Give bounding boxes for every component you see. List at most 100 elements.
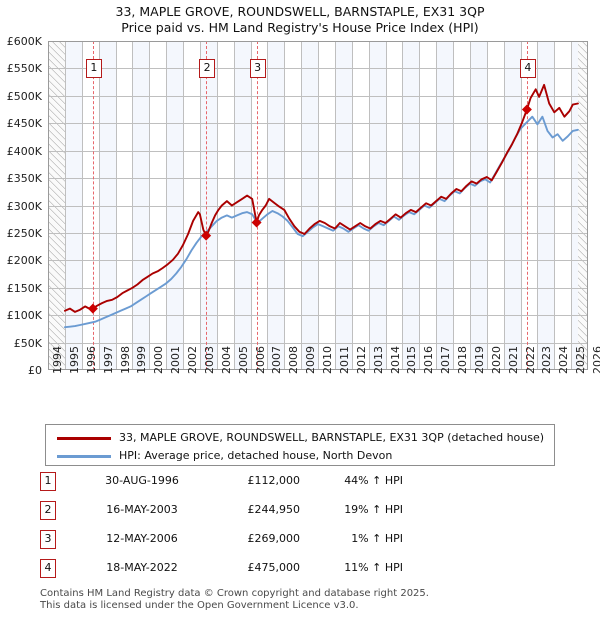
- gridline-vertical: [487, 41, 488, 370]
- legend-swatch: [57, 437, 111, 440]
- transaction-price: £244,950: [247, 503, 301, 516]
- x-axis-tick-label: 2024: [557, 346, 571, 374]
- gridline-horizontal: [48, 288, 588, 289]
- gridline-vertical: [251, 41, 252, 370]
- transaction-date: 16-MAY-2003: [106, 503, 178, 516]
- transaction-number-box[interactable]: 4: [40, 559, 56, 578]
- transaction-number-box[interactable]: 1: [40, 472, 56, 491]
- gridline-vertical: [149, 41, 150, 370]
- legend-item: HPI: Average price, detached house, Nort…: [46, 446, 554, 466]
- x-axis-tick-label: 2010: [321, 346, 334, 374]
- data-point-marker-4[interactable]: [521, 104, 532, 115]
- gridline-vertical: [453, 41, 454, 370]
- x-axis-tick-label: 2014: [388, 346, 402, 374]
- x-axis-tick-label: 2004: [219, 346, 233, 374]
- x-axis-tick-label: 2017: [439, 346, 453, 374]
- gridline-vertical: [402, 41, 403, 370]
- gridline-horizontal: [48, 123, 588, 124]
- gridline-horizontal: [48, 260, 588, 261]
- event-line-1: [92, 41, 94, 370]
- gridline-vertical: [234, 41, 235, 370]
- event-box-4[interactable]: 4: [519, 59, 536, 78]
- transaction-date: 30-AUG-1996: [105, 474, 179, 487]
- event-box-1[interactable]: 1: [85, 59, 102, 78]
- y-axis-tick-label: £550K: [6, 62, 42, 76]
- x-axis-tick-label: 2011: [337, 346, 351, 374]
- x-axis-tick-label: 2026: [591, 346, 600, 374]
- transaction-price: £112,000: [247, 474, 301, 487]
- footer-line-1: Contains HM Land Registry data © Crown c…: [40, 588, 429, 599]
- table-row: 1 30-AUG-1996 £112,000 44% ↑ HPI: [40, 470, 520, 498]
- gridline-vertical: [521, 41, 522, 370]
- gridline-vertical: [386, 41, 387, 370]
- x-axis-tick-label: 1994: [51, 346, 64, 374]
- legend-swatch: [57, 455, 111, 458]
- gridline-vertical: [284, 41, 285, 370]
- transaction-date: 12-MAY-2006: [106, 532, 178, 545]
- y-axis-tick-label: £250K: [6, 226, 42, 240]
- gridline-vertical: [352, 41, 353, 370]
- gridline-vertical: [166, 41, 167, 370]
- x-axis-tick-label: 2022: [523, 346, 537, 374]
- gridline-horizontal: [48, 151, 588, 152]
- y-axis-tick-label: £600K: [6, 35, 42, 48]
- x-axis-tick-label: 1998: [118, 346, 132, 374]
- gridline-vertical: [267, 41, 268, 370]
- x-axis-labels: 1994 1995 1996 1997 1998 1999 2000 2001 2002 2003…: [0, 346, 600, 414]
- title-line-2: Price paid vs. HM Land Registry's House …: [121, 20, 479, 35]
- data-point-marker-2[interactable]: [201, 230, 212, 241]
- x-axis-tick-label: 1995: [67, 346, 81, 374]
- transaction-price: £269,000: [247, 532, 301, 545]
- page-title: 33, MAPLE GROVE, ROUNDSWELL, BARNSTAPLE,…: [0, 4, 600, 36]
- x-axis-tick-label: 2002: [186, 346, 199, 374]
- y-axis-tick-label: £150K: [6, 281, 42, 295]
- gridline-vertical: [436, 41, 437, 370]
- no-data-region-right: [577, 41, 588, 370]
- gridline-vertical: [571, 41, 572, 370]
- gridline-horizontal: [48, 343, 588, 344]
- x-axis-tick-label: 1999: [135, 346, 149, 374]
- x-axis-tick-label: 2021: [506, 346, 520, 374]
- gridline-vertical: [537, 41, 538, 370]
- gridline-vertical: [301, 41, 302, 370]
- chart-legend: 33, MAPLE GROVE, ROUNDSWELL, BARNSTAPLE,…: [45, 424, 555, 466]
- x-axis-tick-label: 2025: [574, 346, 588, 374]
- plot-area: [48, 41, 588, 370]
- transaction-hpi-delta: 11% ↑ HPI: [344, 561, 403, 574]
- table-row: 3 12-MAY-2006 £269,000 1% ↑ HPI: [40, 528, 520, 556]
- gridline-vertical: [369, 41, 370, 370]
- series-line: [63, 83, 579, 313]
- event-box-2[interactable]: 2: [199, 59, 216, 78]
- transaction-number-box[interactable]: 2: [40, 501, 56, 520]
- y-axis-tick-label: £300K: [6, 199, 42, 213]
- gridline-vertical: [99, 41, 100, 370]
- y-axis-tick-label: £500K: [6, 89, 42, 103]
- gridline-vertical: [318, 41, 319, 370]
- data-point-marker-3[interactable]: [251, 217, 262, 228]
- footer-attribution: Contains HM Land Registry data © Crown c…: [40, 588, 580, 611]
- event-box-3[interactable]: 3: [249, 59, 266, 78]
- event-line-4: [526, 41, 528, 370]
- gridline-vertical: [132, 41, 133, 370]
- x-axis-tick-label: 1996: [84, 346, 98, 374]
- x-axis-tick-label: 2015: [405, 346, 419, 374]
- x-axis-tick-label: 1997: [101, 346, 115, 374]
- transaction-number-box[interactable]: 3: [40, 530, 56, 549]
- y-axis-tick-label: £350K: [6, 172, 42, 186]
- event-line-2: [206, 41, 208, 370]
- y-axis-tick-label: £400K: [6, 144, 42, 158]
- gridline-vertical: [217, 41, 218, 370]
- gridline-vertical: [419, 41, 420, 370]
- table-row: 2 16-MAY-2003 £244,950 19% ↑ HPI: [40, 499, 520, 527]
- table-row: 4 18-MAY-2022 £475,000 11% ↑ HPI: [40, 557, 520, 585]
- x-axis-tick-label: 2013: [371, 346, 385, 374]
- x-axis-tick-label: 2016: [422, 346, 436, 374]
- gridline-vertical: [116, 41, 117, 370]
- transaction-hpi-delta: 44% ↑ HPI: [344, 474, 403, 487]
- gridline-horizontal: [48, 233, 588, 234]
- x-axis-tick-label: 2007: [270, 346, 284, 374]
- x-axis-tick-label: 2000: [152, 346, 166, 374]
- data-point-marker-1[interactable]: [87, 303, 98, 314]
- gridline-horizontal: [48, 206, 588, 207]
- y-axis-tick-label: £50K: [13, 336, 42, 350]
